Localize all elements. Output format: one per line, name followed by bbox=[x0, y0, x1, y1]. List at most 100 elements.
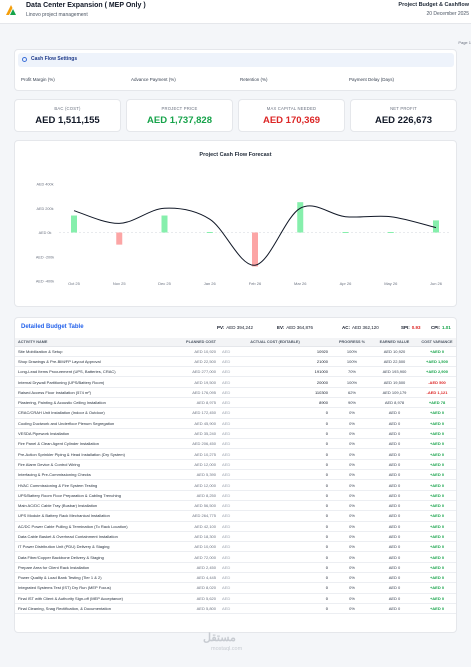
planned-cost: AED 206,450 bbox=[173, 438, 219, 450]
retention-field[interactable]: Retention (%) bbox=[240, 77, 268, 82]
actual-cost-input[interactable]: AED 0 bbox=[219, 541, 331, 553]
actual-cost-input[interactable]: AED 0 bbox=[219, 418, 331, 429]
kpi-card-project-price: PROJECT PRICE AED 1,737,828 bbox=[126, 99, 233, 132]
cost-variance: +AED 0 bbox=[416, 562, 456, 574]
cash-flow-bar[interactable] bbox=[387, 232, 394, 233]
currency-prefix: AED bbox=[222, 451, 231, 457]
planned-cost: AED 264,775 bbox=[173, 510, 219, 522]
metric-label: EV: bbox=[277, 325, 285, 330]
cost-variance: +AED 0 bbox=[416, 531, 456, 543]
currency-prefix: AED bbox=[222, 564, 231, 570]
actual-cost-input[interactable]: AED 0 bbox=[219, 551, 331, 563]
activity-name: Fire Panel & Clean Agent Cylinder Instal… bbox=[15, 438, 173, 450]
settings-header[interactable]: Cash Flow Settings bbox=[18, 53, 454, 67]
actual-cost-input[interactable]: AED 0 bbox=[219, 582, 331, 594]
progress-value: 0% bbox=[331, 531, 373, 543]
progress-value: 100% bbox=[331, 376, 373, 388]
actual-cost-value: 0 bbox=[325, 523, 328, 529]
actual-cost-input[interactable]: AED 0 bbox=[219, 562, 331, 574]
cash-flow-bar[interactable] bbox=[252, 232, 258, 267]
cash-flow-bar[interactable] bbox=[433, 220, 439, 233]
cost-variance: +AED 0 bbox=[416, 479, 456, 491]
activity-name: Site Mobilization & Setup bbox=[15, 346, 173, 357]
payment-delay-field[interactable]: Payment Delay (Days) bbox=[349, 77, 395, 82]
cash-flow-bar[interactable] bbox=[116, 232, 123, 245]
actual-cost-input[interactable]: AED 0 bbox=[219, 438, 331, 450]
progress-value: 0% bbox=[331, 603, 373, 615]
planned-cost: AED 72,000 bbox=[173, 551, 219, 563]
actual-cost-value: 0 bbox=[325, 420, 328, 426]
actual-cost-input[interactable]: AED 0 bbox=[219, 407, 331, 419]
report-title: Project Budget & Cashflow bbox=[398, 2, 469, 8]
table-row: IT Power Distribution Unit (PDU) Deliver… bbox=[15, 541, 456, 553]
cost-variance: +AED 0 bbox=[416, 572, 456, 584]
cost-variance: +AED 0 bbox=[416, 582, 456, 594]
actual-cost-input[interactable]: AED 0 bbox=[219, 448, 331, 460]
watermark-url: mostaql.com bbox=[211, 646, 243, 652]
actual-cost-input[interactable]: AED 0 bbox=[219, 428, 331, 440]
actual-cost-input[interactable]: AED 20000 bbox=[219, 376, 331, 388]
progress-value: 100% bbox=[331, 356, 373, 368]
actual-cost-input[interactable]: AED 0 bbox=[219, 510, 331, 522]
profit-margin-field[interactable]: Profit Margin (%) bbox=[21, 77, 55, 82]
table-row: Power Quality & Load Bank Testing (Tier … bbox=[15, 572, 456, 584]
kpi-value: AED 170,369 bbox=[262, 115, 321, 126]
actual-cost-input[interactable]: AED 21000 bbox=[219, 356, 331, 368]
planned-cost: AED 8,975 bbox=[173, 397, 219, 409]
table-row: HVAC Commissioning & Fire System Testing… bbox=[15, 479, 456, 491]
cash-flow-bar[interactable] bbox=[71, 215, 77, 233]
planned-cost: AED 176,095 bbox=[173, 387, 219, 398]
actual-cost-input[interactable]: AED 10920 bbox=[219, 346, 331, 357]
actual-cost-input[interactable]: AED 0 bbox=[219, 593, 331, 604]
cash-flow-bar[interactable] bbox=[161, 215, 168, 233]
cost-variance: +AED 78 bbox=[416, 397, 456, 409]
actual-cost-input[interactable]: AED 0 bbox=[219, 469, 331, 481]
table-row: Shop Drawings & Pre-BIM/FP Layout Approv… bbox=[15, 356, 456, 368]
progress-value: 0% bbox=[331, 448, 373, 460]
actual-cost-input[interactable]: AED 0 bbox=[219, 603, 331, 615]
planned-cost: AED 8,020 bbox=[173, 582, 219, 594]
table-row: UPS Module & Battery Rack Mechanical Ins… bbox=[15, 510, 456, 522]
cost-variance: +AED 0 bbox=[416, 593, 456, 604]
top-header: Data Center Expansion ( MEP Only ) Linov… bbox=[0, 0, 471, 24]
currency-prefix: AED bbox=[222, 348, 231, 354]
cash-flow-bar[interactable] bbox=[206, 232, 213, 233]
currency-prefix: AED bbox=[222, 585, 231, 591]
settings-gear-icon bbox=[22, 57, 27, 62]
progress-value: 62% bbox=[331, 387, 373, 398]
actual-cost-input[interactable]: AED 8900 bbox=[219, 397, 331, 409]
actual-cost-input[interactable]: AED 191000 bbox=[219, 366, 331, 378]
metric-spi: SPI: 0.93 bbox=[401, 325, 421, 330]
activity-name: Data Fiber/Copper Backbone Delivery & St… bbox=[15, 551, 173, 563]
actual-cost-input[interactable]: AED 0 bbox=[219, 490, 331, 501]
activity-name: Plastering, Painting & Acoustic Ceiling … bbox=[15, 397, 173, 409]
earned-value: AED 0 bbox=[373, 479, 416, 491]
progress-value: 0% bbox=[331, 521, 373, 532]
chart-title: Project Cash Flow Forecast bbox=[199, 152, 272, 158]
currency-prefix: AED bbox=[222, 554, 231, 560]
actual-cost-value: 0 bbox=[325, 410, 328, 416]
earned-value: AED 0 bbox=[373, 490, 416, 501]
metric-value: 1.01 bbox=[442, 325, 451, 330]
progress-value: 0% bbox=[331, 490, 373, 501]
cash-flow-bar[interactable] bbox=[297, 202, 304, 233]
actual-cost-input[interactable]: AED 0 bbox=[219, 500, 331, 512]
activity-name: Shop Drawings & Pre-BIM/FP Layout Approv… bbox=[15, 356, 173, 368]
actual-cost-input[interactable]: AED 0 bbox=[219, 572, 331, 584]
actual-cost-input[interactable]: AED 110300 bbox=[219, 387, 331, 398]
actual-cost-input[interactable]: AED 0 bbox=[219, 521, 331, 532]
y-tick-label: AED -200k bbox=[36, 255, 54, 259]
advance-payment-field[interactable]: Advance Payment (%) bbox=[131, 77, 176, 82]
table-row: Data Cable Basket & Overhead Containment… bbox=[15, 531, 456, 543]
cost-variance: -AED 1,121 bbox=[416, 387, 456, 398]
kpi-card-bac: BAC (COST) AED 1,511,155 bbox=[14, 99, 121, 132]
metric-value: 0.93 bbox=[411, 325, 421, 330]
actual-cost-value: 0 bbox=[325, 492, 328, 498]
budget-table-card: Detailed Budget Table PV: AED 394,242 EV: A… bbox=[14, 317, 457, 633]
earned-value: AED 0 bbox=[373, 582, 416, 594]
actual-cost-input[interactable]: AED 0 bbox=[219, 531, 331, 543]
actual-cost-input[interactable]: AED 0 bbox=[219, 459, 331, 471]
table-title: Detailed Budget Table bbox=[21, 324, 84, 330]
actual-cost-input[interactable]: AED 0 bbox=[219, 479, 331, 491]
cash-flow-bar[interactable] bbox=[342, 232, 349, 233]
